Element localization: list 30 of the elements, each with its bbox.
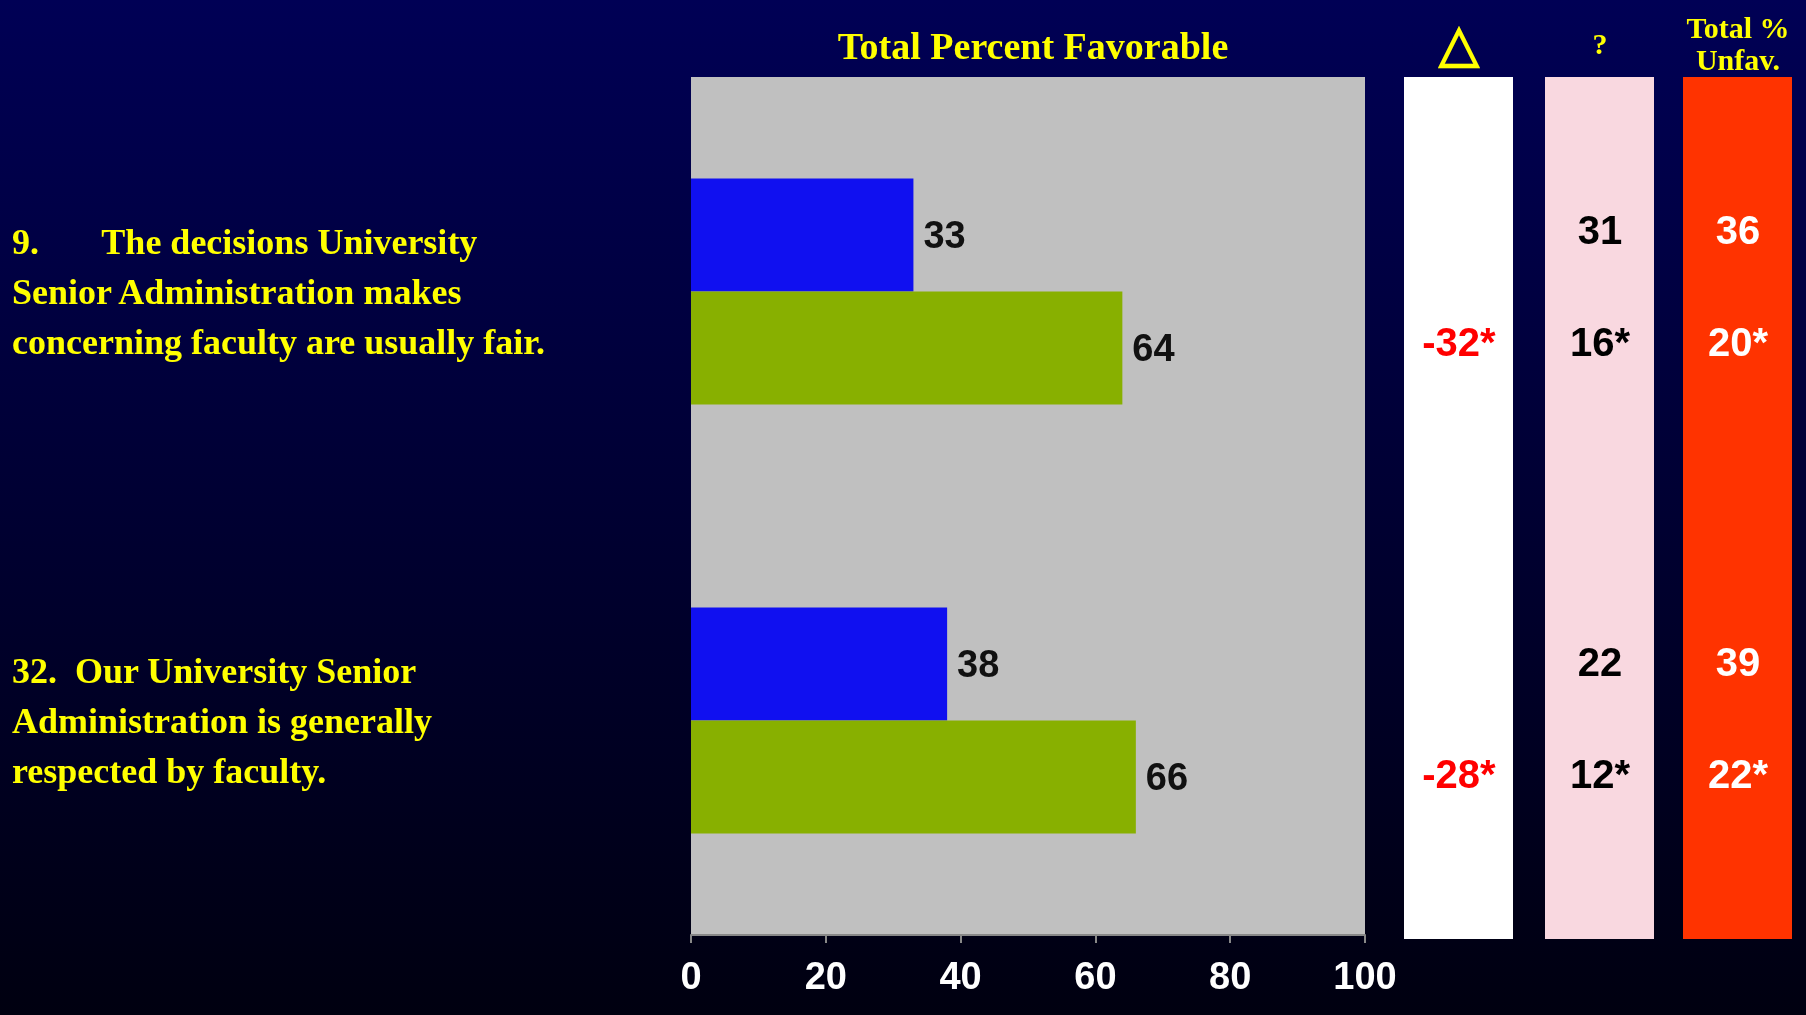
x-tick-label: 100 [1333, 955, 1397, 997]
text: 36 [1714, 207, 1762, 253]
data-label: 64 [1132, 327, 1175, 369]
chart-title: Total Percent Favorable [837, 25, 1229, 67]
text: Total % Unfav. [1685, 11, 1791, 76]
text: 39 [1714, 639, 1762, 685]
text: 12* [1568, 751, 1632, 797]
bar [691, 720, 1136, 834]
y-tick-label: 9. The decisions University Senior Administration makes concerning faculty are usually fair. [12, 221, 545, 362]
data-label: 38 [957, 643, 1000, 685]
data-label: 66 [1145, 756, 1189, 798]
x-tick-label: 80 [1209, 955, 1252, 997]
data-label: 33 [923, 214, 966, 256]
bar [691, 291, 1123, 405]
text: ? [1591, 27, 1609, 60]
text: △ [1437, 15, 1481, 72]
x-tick-label: 20 [804, 955, 847, 997]
text: 20* [1706, 319, 1770, 365]
text: -32* [1421, 319, 1497, 365]
x-tick-label: 60 [1074, 955, 1117, 997]
text: 31 [1576, 207, 1624, 253]
text: 22 [1576, 639, 1624, 685]
text: 16* [1568, 319, 1632, 365]
text: 22* [1706, 751, 1770, 797]
bar [691, 607, 948, 721]
x-tick-label: 40 [939, 955, 982, 997]
y-tick-label: 32. Our University Senior Administration is generally respected by faculty. [12, 650, 441, 791]
bar [691, 178, 914, 292]
text: -28* [1421, 751, 1497, 797]
x-tick-label: 0 [680, 955, 702, 997]
